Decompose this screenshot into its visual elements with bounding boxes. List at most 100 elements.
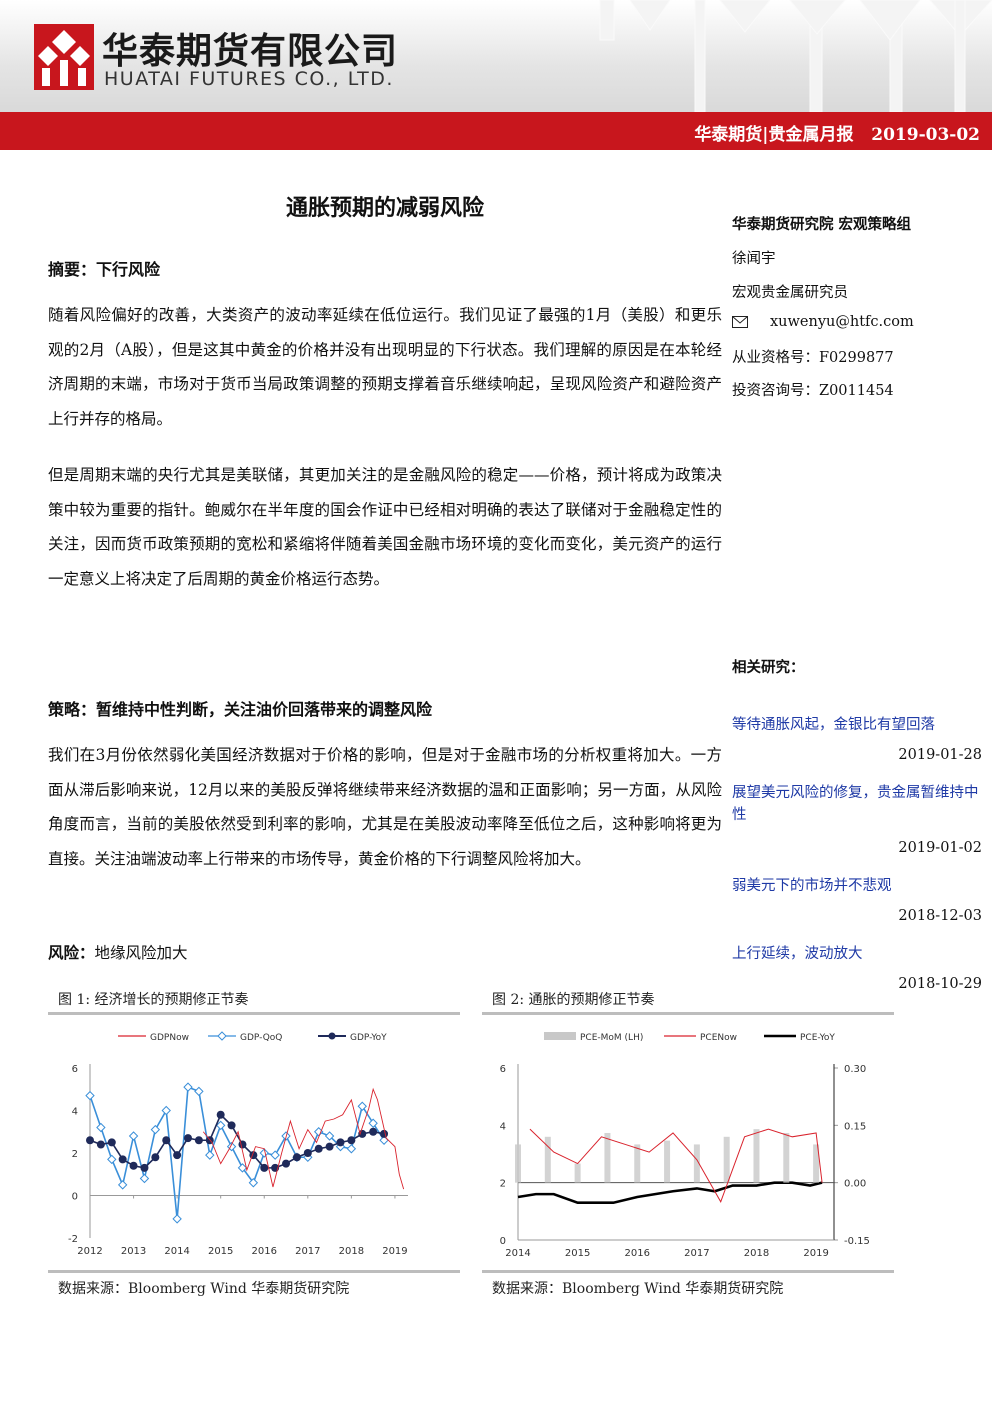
- y-tick-label-0: -2: [68, 1234, 78, 1245]
- x-tick-label-6: 2018: [339, 1246, 364, 1257]
- point-gdp-yoy-9: [184, 1134, 193, 1143]
- series-line-GDP-YoY: [89, 1113, 385, 1169]
- point-gdp-yoy-10: [194, 1136, 203, 1145]
- point-gdp-yoy-23: [336, 1138, 345, 1147]
- x-tick-label-1: 2013: [121, 1246, 146, 1257]
- y-left-tick-label-1: 2: [500, 1179, 506, 1190]
- point-gdp-qoq-24: [346, 1144, 357, 1154]
- risk-line: 风险：地缘风险加大: [48, 941, 188, 963]
- legend-label-2: GDP-YoY: [350, 1033, 387, 1043]
- point-gdp-qoq-11: [205, 1150, 215, 1160]
- point-gdp-yoy-16: [260, 1163, 269, 1172]
- point-gdp-yoy-22: [325, 1142, 334, 1151]
- header-decoration: [599, 0, 992, 112]
- x-tick-label-2: 2016: [625, 1248, 650, 1259]
- point-gdp-yoy-8: [173, 1151, 182, 1160]
- point-gdp-qoq-0: [85, 1090, 95, 1101]
- point-gdp-yoy-12: [216, 1110, 225, 1119]
- point-gdp-yoy-19: [292, 1153, 301, 1162]
- point-gdp-qoq-26: [368, 1118, 378, 1128]
- point-gdp-qoq-16: [259, 1148, 269, 1158]
- point-gdp-yoy-2: [107, 1138, 116, 1147]
- fig1-top-rule: [48, 1012, 460, 1015]
- point-gdp-yoy-4: [129, 1161, 138, 1170]
- x-tick-label-4: 2016: [252, 1246, 277, 1257]
- sidebar-email[interactable]: xuwenyu@htfc.com: [770, 314, 914, 330]
- bar-pce-mom-6: [693, 1144, 700, 1183]
- sidebar-license: 从业资格号：F0299877: [732, 350, 894, 366]
- point-gdp-qoq-22: [324, 1131, 335, 1141]
- header-red-bar: [0, 112, 992, 150]
- x-tick-label-2: 2014: [164, 1246, 189, 1257]
- x-tick-label-4: 2018: [744, 1248, 769, 1259]
- fig1-source: 数据来源：Bloomberg Wind 华泰期货研究院: [58, 1281, 350, 1297]
- point-gdp-yoy-18: [282, 1159, 291, 1168]
- x-tick-label-3: 2015: [208, 1246, 233, 1257]
- point-gdp-qoq-2: [107, 1154, 117, 1165]
- legend-label-2: PCE-YoY: [800, 1033, 835, 1043]
- legend-label-1: PCENow: [700, 1033, 737, 1043]
- related-date-3: 2018-12-03: [898, 908, 982, 924]
- point-gdp-qoq-3: [117, 1180, 128, 1190]
- page-header: 华泰期货有限公司 HUATAI FUTURES CO., LTD.: [0, 0, 992, 112]
- y-tick-label-2: 2: [72, 1149, 78, 1160]
- point-gdp-yoy-13: [227, 1121, 236, 1130]
- x-tick-label-3: 2017: [684, 1248, 709, 1259]
- legend-label-0: GDPNow: [150, 1033, 189, 1043]
- risk-text: 地缘风险加大: [94, 944, 188, 962]
- strategy-heading: 策略：暂维持中性判断，关注油价回落带来的调整风险: [48, 696, 432, 720]
- legend-swatch-0: [544, 1032, 576, 1040]
- point-gdp-yoy-6: [151, 1153, 160, 1162]
- related-link-4[interactable]: 上行延续，波动放大: [732, 946, 863, 962]
- report-title: 通胀预期的减弱风险: [285, 195, 484, 221]
- y-tick-label-4: 6: [72, 1064, 78, 1075]
- series-line-GDP-QoQ: [89, 1085, 385, 1219]
- x-tick-label-5: 2019: [803, 1248, 828, 1259]
- point-gdp-qoq-4: [128, 1131, 139, 1141]
- point-gdp-qoq-15: [248, 1178, 259, 1188]
- y-right-tick-label-1: 0.00: [844, 1179, 866, 1190]
- related-link-3[interactable]: 弱美元下的市场并不悲观: [732, 878, 892, 894]
- point-gdp-qoq-10: [194, 1086, 204, 1097]
- point-gdp-qoq-12: [215, 1120, 226, 1131]
- related-link-1[interactable]: 等待通胀风起，金银比有望回落: [732, 717, 935, 733]
- fig2-bottom-rule: [482, 1270, 894, 1273]
- sidebar-email-row: xuwenyu@htfc.com: [732, 314, 914, 330]
- point-gdp-yoy-20: [303, 1149, 312, 1157]
- point-gdp-yoy-1: [96, 1140, 105, 1149]
- point-gdp-qoq-5: [139, 1173, 150, 1184]
- x-tick-label-0: 2014: [505, 1248, 530, 1259]
- related-date-4: 2018-10-29: [898, 976, 982, 992]
- fig1-caption: 图 1: 经济增长的预期修正节奏: [58, 992, 249, 1008]
- y-right-tick-label-2: 0.15: [844, 1121, 866, 1132]
- x-tick-label-7: 2019: [382, 1246, 407, 1257]
- bar-pce-mom-5: [664, 1140, 671, 1183]
- point-gdp-yoy-0: [86, 1136, 94, 1145]
- fig2-source: 数据来源：Bloomberg Wind 华泰期货研究院: [492, 1281, 784, 1297]
- x-tick-label-0: 2012: [77, 1246, 102, 1257]
- point-gdp-qoq-8: [172, 1214, 182, 1224]
- point-gdp-yoy-21: [314, 1144, 323, 1153]
- y-left-tick-label-2: 4: [500, 1121, 506, 1132]
- y-left-tick-label-3: 6: [500, 1064, 506, 1075]
- summary-heading-text: 下行风险: [96, 260, 161, 279]
- point-gdp-yoy-27: [380, 1129, 389, 1138]
- sidebar-author: 徐闻宇: [732, 251, 776, 267]
- bar-pce-mom-8: [753, 1129, 760, 1183]
- series-line-PCENow: [529, 1128, 823, 1203]
- point-gdp-qoq-21: [313, 1127, 324, 1137]
- company-name-en: HUATAI FUTURES CO., LTD.: [104, 68, 394, 90]
- legend-label-0: PCE-MoM (LH): [580, 1033, 643, 1043]
- y-tick-label-3: 4: [72, 1107, 78, 1118]
- company-name-cn: 华泰期货有限公司: [102, 31, 399, 72]
- point-gdp-yoy-3: [118, 1155, 127, 1164]
- point-gdp-yoy-26: [369, 1127, 378, 1136]
- legend-marker-1: [217, 1031, 227, 1041]
- x-tick-label-1: 2015: [565, 1248, 590, 1259]
- summary-paragraph-1: 随着风险偏好的改善，大类资产的波动率延续在低位运行。我们见证了最强的1月（美股）…: [48, 306, 722, 428]
- related-research-label: 相关研究：: [732, 659, 805, 676]
- related-link-2[interactable]: 展望美元风险的修复，贵金属暂维持中性: [732, 785, 979, 823]
- point-gdp-qoq-6: [150, 1124, 161, 1135]
- y-right-tick-label-0: -0.15: [844, 1236, 870, 1247]
- strategy-paragraph-1: 我们在3月份依然弱化美国经济数据对于价格的影响，但是对于金融市场的分析权重将加大…: [48, 746, 722, 868]
